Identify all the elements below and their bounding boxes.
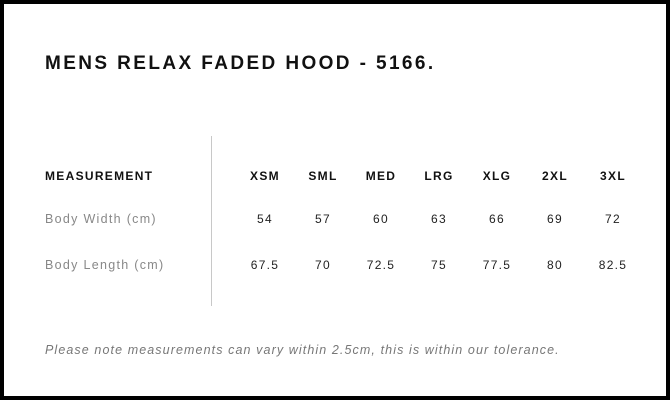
size-header-2xl: 2XL	[542, 169, 568, 183]
tolerance-note: Please note measurements can vary within…	[45, 343, 560, 357]
table-cell: 82.5	[598, 258, 628, 272]
row-label: Body Length (cm)	[45, 258, 165, 272]
table-cell: 70	[315, 258, 331, 272]
size-header-lrg: LRG	[424, 169, 454, 183]
table-cell: 67.5	[250, 258, 280, 272]
size-header-xlg: XLG	[482, 169, 512, 183]
size-header-3xl: 3XL	[600, 169, 626, 183]
table-cell: 80	[547, 258, 563, 272]
table-cell: 69	[547, 212, 563, 226]
size-header-med: MED	[365, 169, 397, 183]
table-cell: 77.5	[482, 258, 512, 272]
measurement-header: MEASUREMENT	[45, 169, 154, 183]
size-header-xsm: XSM	[250, 169, 280, 183]
table-cell: 57	[315, 212, 331, 226]
table-cell: 75	[431, 258, 447, 272]
page-title: MENS RELAX FADED HOOD - 5166.	[45, 53, 436, 74]
table-cell: 54	[257, 212, 273, 226]
table-cell: 66	[489, 212, 505, 226]
table-cell: 72	[605, 212, 621, 226]
row-label: Body Width (cm)	[45, 212, 157, 226]
size-header-sml: SML	[308, 169, 338, 183]
table-cell: 63	[431, 212, 447, 226]
size-chart-card: MENS RELAX FADED HOOD - 5166. MEASUREMEN…	[4, 4, 666, 396]
table-cell: 72.5	[366, 258, 396, 272]
column-divider	[211, 136, 212, 306]
table-cell: 60	[373, 212, 389, 226]
